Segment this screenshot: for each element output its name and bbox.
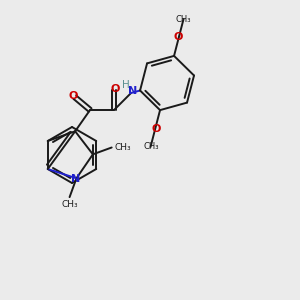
Text: O: O <box>68 91 77 101</box>
Text: CH₃: CH₃ <box>143 142 159 152</box>
Text: H: H <box>122 80 130 90</box>
Text: O: O <box>152 124 161 134</box>
Text: CH₃: CH₃ <box>115 143 131 152</box>
Text: N: N <box>128 86 138 96</box>
Text: CH₃: CH₃ <box>175 15 191 24</box>
Text: O: O <box>173 32 183 41</box>
Text: CH₃: CH₃ <box>61 200 78 209</box>
Text: N: N <box>71 174 80 184</box>
Text: O: O <box>110 84 120 94</box>
